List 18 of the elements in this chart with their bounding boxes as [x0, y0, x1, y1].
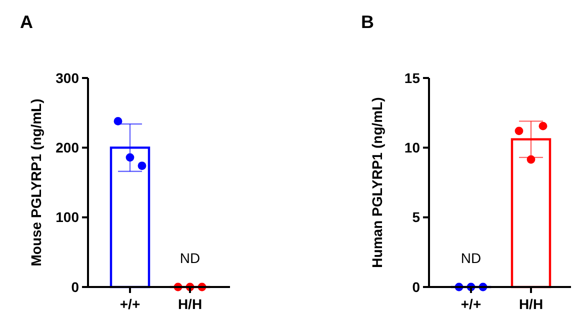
x-tick-label: +/+	[460, 296, 482, 312]
y-tick-label: 10	[404, 140, 420, 156]
annotation: ND	[180, 250, 200, 266]
y-tick-label: 200	[56, 140, 80, 156]
y-tick-label: 100	[56, 209, 80, 226]
chart-title: A	[20, 12, 33, 32]
chart-title: B	[361, 12, 374, 32]
annotation: ND	[460, 250, 482, 266]
y-tick-label: 5	[412, 209, 420, 226]
y-tick-label: 0	[412, 278, 420, 295]
y-tick-label: 300	[56, 70, 80, 86]
y-tick-label: 15	[404, 70, 420, 86]
y-axis-title: Mouse PGLYRP1 (ng/mL)	[28, 98, 44, 266]
y-tick-label: 0	[71, 278, 80, 295]
x-tick-label: H/H	[518, 296, 544, 312]
x-tick-label: +/+	[120, 296, 140, 312]
y-axis-title: Human PGLYRP1 (ng/mL)	[369, 97, 385, 268]
x-tick-label: H/H	[178, 296, 202, 312]
